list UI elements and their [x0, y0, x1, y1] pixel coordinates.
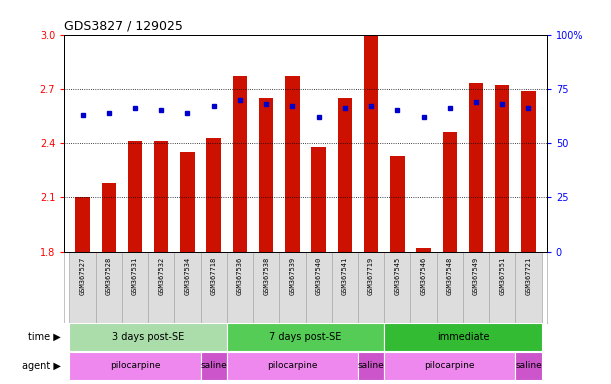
Text: GSM367721: GSM367721	[525, 257, 532, 295]
Bar	[469, 83, 483, 252]
Text: GSM367527: GSM367527	[79, 257, 86, 295]
Bar	[128, 141, 142, 252]
Text: GSM367551: GSM367551	[499, 257, 505, 295]
Text: GSM367531: GSM367531	[132, 257, 138, 295]
Text: 3 days post-SE: 3 days post-SE	[112, 332, 185, 342]
FancyBboxPatch shape	[489, 252, 515, 323]
Text: pilocarpine: pilocarpine	[267, 361, 318, 370]
Text: immediate: immediate	[437, 332, 489, 342]
Text: GDS3827 / 129025: GDS3827 / 129025	[64, 20, 183, 33]
Text: GSM367545: GSM367545	[394, 257, 400, 295]
FancyBboxPatch shape	[200, 252, 227, 323]
Text: saline: saline	[200, 361, 227, 370]
FancyBboxPatch shape	[200, 352, 227, 379]
FancyBboxPatch shape	[384, 352, 515, 379]
Text: GSM367541: GSM367541	[342, 257, 348, 295]
Text: GSM367719: GSM367719	[368, 257, 374, 295]
FancyBboxPatch shape	[122, 252, 148, 323]
FancyBboxPatch shape	[332, 252, 358, 323]
Text: pilocarpine: pilocarpine	[110, 361, 160, 370]
FancyBboxPatch shape	[384, 252, 411, 323]
Bar	[180, 152, 195, 252]
Bar	[233, 76, 247, 252]
Bar	[101, 183, 116, 252]
Bar	[390, 156, 404, 252]
FancyBboxPatch shape	[463, 252, 489, 323]
Bar	[259, 98, 273, 252]
Bar	[364, 35, 378, 252]
Text: GSM367536: GSM367536	[237, 257, 243, 295]
Text: saline: saline	[515, 361, 542, 370]
FancyBboxPatch shape	[70, 323, 227, 351]
FancyBboxPatch shape	[70, 252, 96, 323]
Text: agent ▶: agent ▶	[22, 361, 61, 371]
Bar	[207, 137, 221, 252]
FancyBboxPatch shape	[227, 352, 358, 379]
FancyBboxPatch shape	[253, 252, 279, 323]
FancyBboxPatch shape	[148, 252, 174, 323]
FancyBboxPatch shape	[227, 252, 253, 323]
Bar	[75, 197, 90, 252]
Bar	[442, 132, 457, 252]
FancyBboxPatch shape	[174, 252, 200, 323]
Text: GSM367534: GSM367534	[185, 257, 191, 295]
FancyBboxPatch shape	[227, 323, 384, 351]
Text: time ▶: time ▶	[28, 332, 61, 342]
Bar	[495, 85, 510, 252]
FancyBboxPatch shape	[515, 252, 541, 323]
Bar	[338, 98, 352, 252]
FancyBboxPatch shape	[437, 252, 463, 323]
Text: saline: saline	[357, 361, 384, 370]
Bar	[521, 91, 536, 252]
Text: GSM367539: GSM367539	[290, 257, 295, 295]
FancyBboxPatch shape	[515, 352, 541, 379]
FancyBboxPatch shape	[384, 323, 541, 351]
Text: GSM367548: GSM367548	[447, 257, 453, 295]
Bar	[154, 141, 169, 252]
Bar	[285, 76, 299, 252]
Text: 7 days post-SE: 7 days post-SE	[269, 332, 342, 342]
FancyBboxPatch shape	[358, 352, 384, 379]
Text: GSM367718: GSM367718	[211, 257, 217, 295]
Text: GSM367546: GSM367546	[420, 257, 426, 295]
FancyBboxPatch shape	[279, 252, 306, 323]
FancyBboxPatch shape	[411, 252, 437, 323]
Text: pilocarpine: pilocarpine	[425, 361, 475, 370]
Text: GSM367528: GSM367528	[106, 257, 112, 295]
Bar	[312, 147, 326, 252]
FancyBboxPatch shape	[358, 252, 384, 323]
Bar	[416, 248, 431, 252]
FancyBboxPatch shape	[70, 352, 200, 379]
FancyBboxPatch shape	[306, 252, 332, 323]
Text: GSM367538: GSM367538	[263, 257, 269, 295]
Text: GSM367532: GSM367532	[158, 257, 164, 295]
Text: GSM367540: GSM367540	[316, 257, 321, 295]
FancyBboxPatch shape	[96, 252, 122, 323]
Text: GSM367549: GSM367549	[473, 257, 479, 295]
